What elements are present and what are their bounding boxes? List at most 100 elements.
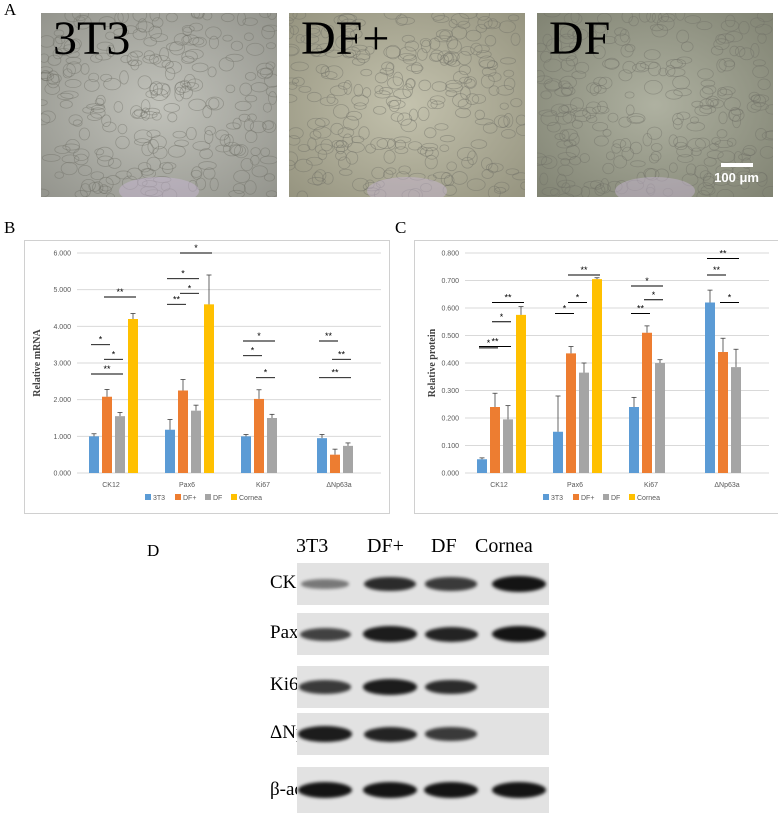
- lane-label-df-plus: DF+: [367, 535, 404, 557]
- significance-label: *: [257, 331, 261, 341]
- y-tick-label: 0.000: [53, 471, 71, 478]
- micrograph-3t3: 3T3: [41, 13, 277, 197]
- bar: [343, 445, 353, 473]
- y-tick-label: 0.700: [441, 278, 459, 285]
- significance-label: **: [504, 293, 512, 303]
- legend-swatch: [231, 494, 237, 500]
- legend-label: DF: [213, 495, 222, 502]
- lane-label-cornea: Cornea: [475, 535, 533, 557]
- significance-label: **: [580, 265, 588, 275]
- blot-strip-ki67: [297, 666, 549, 708]
- panel-label-d: D: [147, 541, 160, 560]
- legend-swatch: [175, 494, 181, 500]
- blot-band: [363, 576, 417, 592]
- bar: [592, 279, 602, 473]
- blot-strip-ck12: [297, 563, 549, 605]
- bar: [89, 436, 99, 473]
- chart-relative-protein: 0.000 0.100 0.200 0.300 0.400 0.500 0.600 0.700…: [414, 240, 778, 514]
- significance-label: **: [338, 349, 346, 359]
- significance-label: **: [491, 337, 499, 347]
- lane-label-df: DF: [431, 535, 457, 557]
- blot-band: [299, 680, 351, 694]
- legend-label: DF+: [581, 495, 594, 502]
- bar: [128, 319, 138, 473]
- micrograph-label: 3T3: [53, 13, 131, 65]
- significance-label: **: [116, 287, 124, 297]
- legend-swatch: [603, 494, 609, 500]
- blot-band: [492, 576, 546, 592]
- bar: [579, 372, 589, 473]
- bar: [115, 416, 125, 473]
- scale-bar-label: 100 μm: [714, 170, 759, 185]
- x-tick-label: CK12: [490, 482, 508, 489]
- y-tick-label: 5.000: [53, 287, 71, 294]
- lane-label-3t3: 3T3: [296, 535, 329, 557]
- x-tick-label: Pax6: [179, 482, 195, 489]
- significance-label: *: [188, 283, 192, 293]
- blot-band: [301, 579, 349, 589]
- significance-label: *: [194, 243, 198, 253]
- significance-label: **: [637, 304, 645, 314]
- blot-strip-pax6: [297, 613, 549, 655]
- significance-label: *: [487, 338, 491, 348]
- significance-label: **: [325, 331, 333, 341]
- y-tick-label: 0.100: [441, 443, 459, 450]
- significance-label: *: [181, 269, 185, 279]
- micrograph-label: DF: [549, 13, 611, 65]
- cell-texture: [41, 13, 277, 197]
- legend-label: Cornea: [239, 495, 262, 502]
- bar: [731, 367, 741, 473]
- micrograph-df-plus: DF+: [289, 13, 525, 197]
- bar: [477, 459, 487, 473]
- micrograph-df: DF 100 μm: [537, 13, 773, 197]
- bar: [330, 454, 340, 473]
- bar: [317, 438, 327, 473]
- vignette: [289, 13, 525, 197]
- vignette: [41, 13, 277, 197]
- x-tick-label: Pax6: [567, 482, 583, 489]
- y-tick-label: 6.000: [53, 251, 71, 258]
- legend-swatch: [145, 494, 151, 500]
- x-tick-label: CK12: [102, 482, 120, 489]
- bar: [490, 407, 500, 473]
- bar: [629, 407, 639, 473]
- significance-label: **: [103, 364, 111, 374]
- legend-label: Cornea: [637, 495, 660, 502]
- bar: [516, 314, 526, 473]
- blot-band: [424, 626, 478, 642]
- y-tick-label: 0.000: [441, 471, 459, 478]
- y-axis-label: Relative protein: [427, 328, 438, 397]
- y-tick-label: 3.000: [53, 361, 71, 368]
- significance-label: *: [728, 293, 732, 303]
- bar: [642, 332, 652, 473]
- significance-label: **: [173, 294, 181, 304]
- panel-label-a: A: [4, 0, 17, 19]
- y-tick-label: 2.000: [53, 397, 71, 404]
- bar: [553, 431, 563, 473]
- blot-band: [425, 577, 477, 591]
- x-tick-label: ΔNp63a: [326, 482, 351, 489]
- bar: [566, 353, 576, 473]
- bar: [178, 390, 188, 473]
- significance-label: *: [99, 335, 103, 345]
- legend-swatch: [573, 494, 579, 500]
- significance-label: **: [719, 249, 727, 259]
- blot-band: [298, 782, 352, 798]
- y-tick-label: 0.400: [441, 361, 459, 368]
- blot-strip-dnp63a: [297, 713, 549, 755]
- blot-strip-beta-actin: [297, 767, 549, 813]
- y-tick-label: 0.500: [441, 333, 459, 340]
- y-tick-label: 0.300: [441, 388, 459, 395]
- legend-swatch: [205, 494, 211, 500]
- bar: [705, 302, 715, 473]
- bar: [165, 429, 175, 473]
- significance-label: **: [713, 265, 721, 275]
- blot-band: [363, 679, 417, 695]
- bar: [267, 418, 277, 473]
- significance-label: **: [331, 368, 339, 378]
- blot-band: [363, 726, 417, 742]
- legend-label: DF+: [183, 495, 196, 502]
- legend-swatch: [543, 494, 549, 500]
- y-axis-label: Relative mRNA: [32, 328, 43, 396]
- blot-band: [298, 726, 352, 742]
